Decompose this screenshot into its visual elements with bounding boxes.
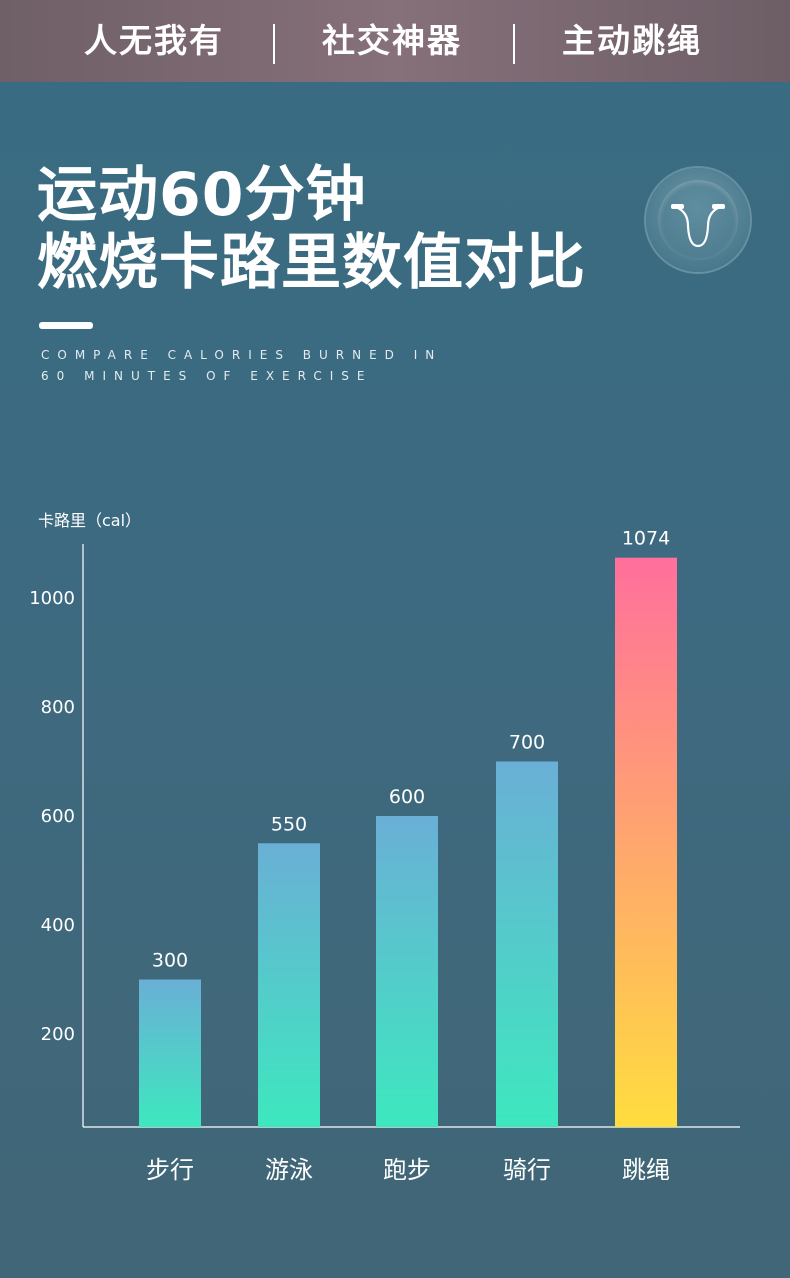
banner-item-3: 主动跳绳: [562, 21, 702, 60]
x-category-label: 步行: [146, 1156, 194, 1184]
jump-rope-icon: [671, 204, 725, 248]
banner-item-1: 人无我有: [84, 21, 224, 60]
bar-4: [496, 761, 558, 1127]
title-underline: [39, 322, 93, 329]
y-tick-label: 800: [41, 697, 75, 718]
bar-value-label: 550: [271, 813, 307, 835]
bar-5: [615, 557, 677, 1127]
calorie-bar-chart: 200 400 600 800 1000 300 步行 550 游泳 600 跑步 700 骑行 1074…: [29, 530, 740, 1184]
bar-value-label: 700: [509, 732, 545, 754]
bar-value-label: 300: [152, 950, 188, 972]
x-category-label: 骑行: [503, 1156, 551, 1184]
bar-3: [376, 816, 438, 1127]
banner-item-2: 社交神器: [322, 21, 462, 60]
banner-divider: [513, 24, 515, 64]
x-category-label: 跑步: [383, 1156, 431, 1184]
bar-2: [258, 843, 320, 1127]
subtitle-line-2: 60 MINUTES OF EXERCISE: [41, 369, 373, 383]
jump-rope-badge: [646, 168, 750, 272]
page-title-line-1: 运动60分钟: [37, 160, 367, 230]
bar-1: [139, 979, 201, 1127]
x-category-label: 游泳: [265, 1156, 313, 1184]
x-category-label: 跳绳: [622, 1156, 670, 1184]
y-tick-label: 1000: [29, 588, 75, 609]
page-title-line-2: 燃烧卡路里数值对比: [37, 228, 586, 298]
top-banner: 人无我有 社交神器 主动跳绳: [0, 0, 790, 82]
y-axis-unit-label: 卡路里（cal）: [38, 511, 142, 530]
y-tick-label: 400: [41, 915, 75, 936]
banner-divider: [273, 24, 275, 64]
y-tick-label: 600: [41, 806, 75, 827]
bar-value-label: 1074: [622, 530, 670, 550]
subtitle-line-1: COMPARE CALORIES BURNED IN: [41, 348, 443, 362]
y-tick-label: 200: [41, 1024, 75, 1045]
bar-value-label: 600: [389, 786, 425, 808]
